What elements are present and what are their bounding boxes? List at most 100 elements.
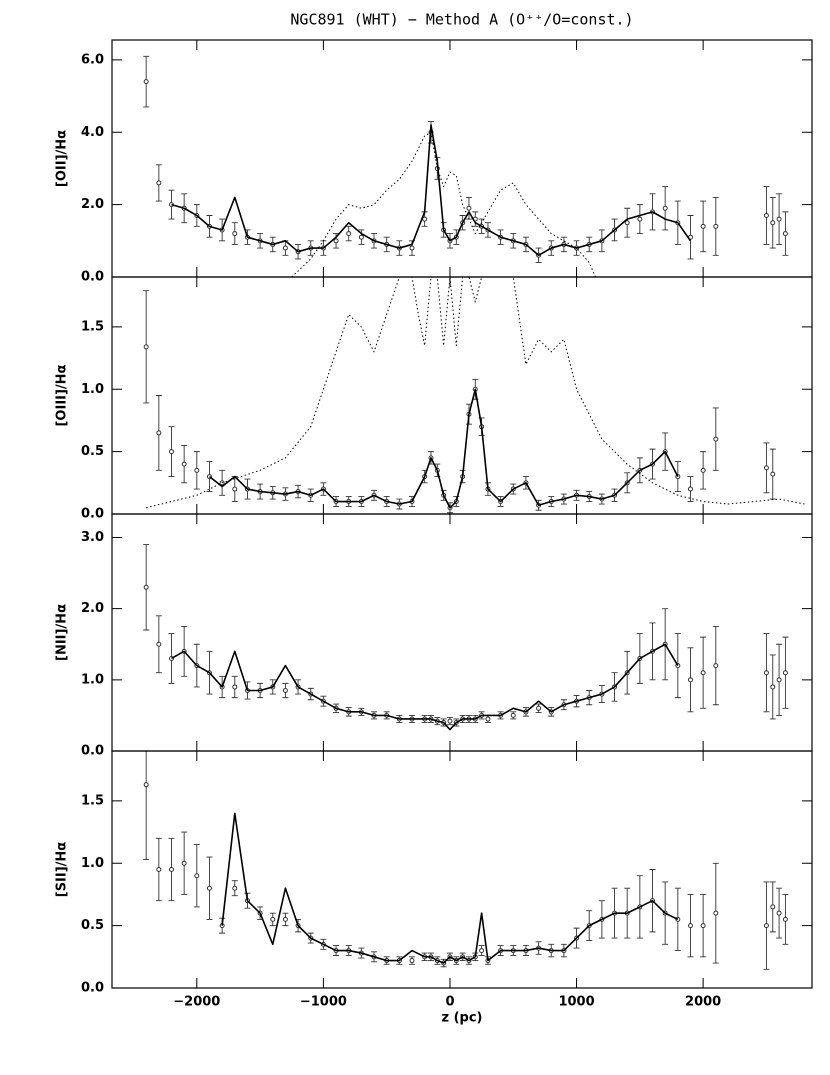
data-point bbox=[282, 245, 288, 251]
data-point bbox=[194, 467, 200, 473]
y-tick-label: 0.0 bbox=[81, 270, 104, 285]
data-point bbox=[700, 670, 706, 676]
data-point bbox=[700, 467, 706, 473]
plot-area bbox=[143, 544, 789, 731]
y-tick-label: 6.0 bbox=[81, 52, 104, 67]
x-tick-label: 2000 bbox=[685, 995, 721, 1010]
data-point bbox=[168, 449, 174, 455]
data-point bbox=[143, 79, 149, 85]
data-point bbox=[536, 705, 542, 711]
data-point bbox=[333, 238, 339, 244]
data-point bbox=[713, 223, 719, 229]
y-tick-label: 1.5 bbox=[81, 319, 104, 334]
model-line bbox=[171, 643, 679, 731]
data-point bbox=[763, 923, 769, 929]
data-point bbox=[713, 663, 719, 669]
data-point bbox=[713, 436, 719, 442]
data-point bbox=[346, 231, 352, 237]
model-line bbox=[171, 124, 692, 257]
data-point bbox=[776, 216, 782, 222]
data-point bbox=[763, 212, 769, 218]
data-point bbox=[447, 718, 453, 724]
data-point bbox=[776, 677, 782, 683]
data-point bbox=[156, 430, 162, 436]
data-point bbox=[232, 231, 238, 237]
y-axis-label: [OIII]/Hα bbox=[55, 364, 70, 426]
data-point bbox=[168, 867, 174, 872]
data-point bbox=[232, 684, 238, 690]
y-tick-label: 0.5 bbox=[81, 444, 104, 459]
data-point bbox=[282, 916, 288, 922]
data-point bbox=[143, 584, 149, 590]
plot-area bbox=[143, 55, 789, 277]
y-tick-label: 0.0 bbox=[81, 744, 104, 759]
model-dotted-line bbox=[291, 131, 597, 277]
data-point bbox=[687, 486, 693, 492]
data-point bbox=[776, 910, 782, 916]
data-point bbox=[770, 471, 776, 477]
y-tick-label: 4.0 bbox=[81, 125, 104, 140]
chart-title: NGC891 (WHT) − Method A (O⁺⁺/O=const.) bbox=[290, 11, 633, 29]
data-point bbox=[409, 245, 415, 251]
model-line bbox=[208, 388, 679, 509]
data-point bbox=[232, 885, 238, 891]
y-axis-label: [OII]/Hα bbox=[55, 130, 70, 187]
data-point bbox=[143, 782, 149, 788]
y-tick-label: 0.0 bbox=[81, 507, 104, 522]
data-point bbox=[770, 904, 776, 910]
y-tick-label: 2.0 bbox=[81, 601, 104, 616]
data-point bbox=[358, 234, 364, 240]
x-tick-label: −1000 bbox=[300, 995, 347, 1010]
data-point bbox=[662, 205, 668, 211]
y-tick-label: 2.0 bbox=[81, 197, 104, 212]
data-point bbox=[206, 885, 212, 891]
panel-frame bbox=[111, 750, 813, 989]
data-point bbox=[466, 205, 472, 211]
data-point bbox=[156, 641, 162, 647]
plot-area bbox=[143, 751, 789, 970]
data-point bbox=[687, 677, 693, 683]
data-point bbox=[687, 923, 693, 929]
y-tick-label: 0.5 bbox=[81, 918, 104, 933]
data-point bbox=[782, 231, 788, 237]
x-tick-label: −2000 bbox=[173, 995, 220, 1010]
y-tick-label: 1.0 bbox=[81, 856, 104, 871]
data-point bbox=[232, 486, 238, 492]
data-point bbox=[156, 180, 162, 186]
data-point bbox=[282, 688, 288, 694]
data-point bbox=[700, 223, 706, 229]
data-point bbox=[422, 216, 428, 222]
x-tick-label: 0 bbox=[445, 995, 454, 1010]
y-axis-label: [SII]/Hα bbox=[55, 842, 70, 898]
data-point bbox=[782, 670, 788, 676]
model-dotted-line bbox=[146, 277, 805, 509]
data-point bbox=[156, 867, 162, 872]
data-point bbox=[770, 684, 776, 690]
data-point bbox=[181, 860, 187, 866]
data-point bbox=[763, 465, 769, 471]
y-tick-label: 1.0 bbox=[81, 382, 104, 397]
y-tick-label: 1.0 bbox=[81, 672, 104, 687]
y-tick-label: 3.0 bbox=[81, 530, 104, 545]
data-point bbox=[637, 216, 643, 222]
data-point bbox=[270, 916, 276, 922]
data-point bbox=[485, 716, 491, 722]
data-point bbox=[770, 220, 776, 226]
y-axis-label: [NII]/Hα bbox=[55, 604, 70, 661]
model-line bbox=[221, 812, 679, 964]
x-axis-label: z (pc) bbox=[442, 1011, 483, 1026]
data-point bbox=[713, 910, 719, 916]
data-point bbox=[194, 873, 200, 879]
plot-area bbox=[143, 277, 805, 514]
data-point bbox=[782, 916, 788, 922]
y-tick-label: 1.5 bbox=[81, 793, 104, 808]
y-tick-label: 0.0 bbox=[81, 981, 104, 996]
data-point bbox=[409, 958, 415, 964]
data-point bbox=[763, 670, 769, 676]
data-point bbox=[479, 948, 485, 954]
x-tick-label: 1000 bbox=[558, 995, 594, 1010]
data-point bbox=[510, 712, 516, 718]
data-point bbox=[143, 344, 149, 350]
data-point bbox=[181, 461, 187, 467]
